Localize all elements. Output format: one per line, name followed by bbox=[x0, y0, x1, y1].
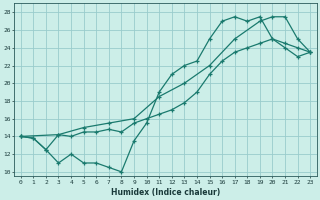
X-axis label: Humidex (Indice chaleur): Humidex (Indice chaleur) bbox=[111, 188, 220, 197]
